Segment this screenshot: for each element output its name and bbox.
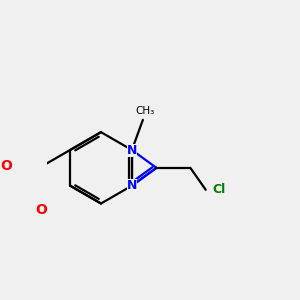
Text: Cl: Cl bbox=[212, 183, 225, 196]
Text: O: O bbox=[35, 202, 47, 217]
Text: N: N bbox=[127, 143, 137, 157]
Text: N: N bbox=[127, 179, 137, 192]
Text: O: O bbox=[0, 159, 12, 173]
Text: CH₃: CH₃ bbox=[135, 106, 154, 116]
